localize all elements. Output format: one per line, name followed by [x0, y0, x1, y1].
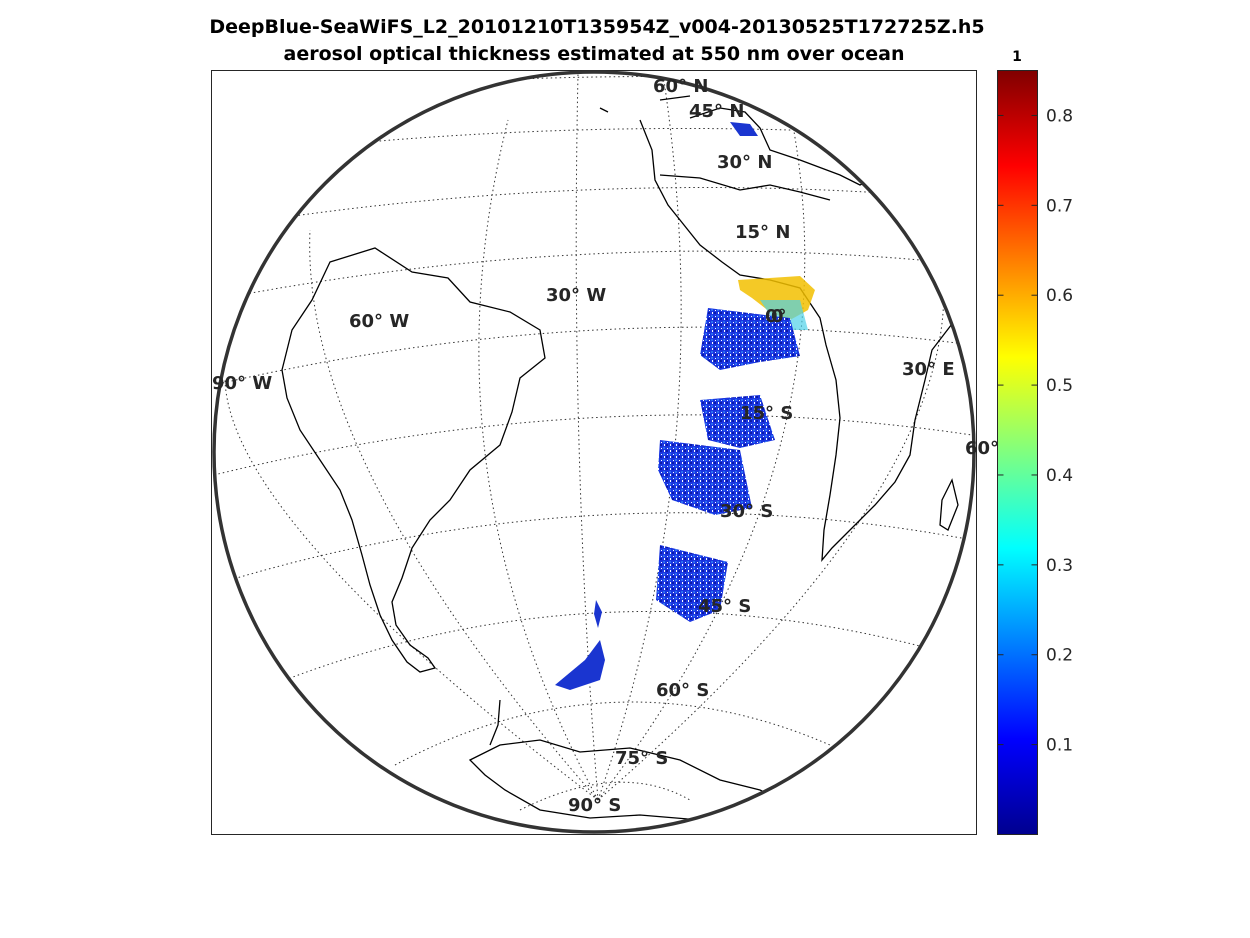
great-britain-outline	[599, 95, 691, 113]
colorbar-tick-label: 0.2	[1046, 646, 1073, 666]
madagascar-outline	[939, 478, 959, 531]
lon-label-0: 0	[771, 306, 784, 327]
colorbar-tick-label: 0.6	[1046, 286, 1073, 306]
antarctic-peninsula	[489, 699, 501, 746]
colorbar-gradient	[997, 70, 1038, 835]
mediterranean-outline	[659, 174, 831, 201]
latitude-labels: 60° N 45° N 30° N 15° N 0° 15° S 30° S 4…	[568, 76, 793, 816]
colorbar-tick-label: 0.3	[1046, 556, 1073, 576]
title-line-1: DeepBlue-SeaWiFS_L2_20101210T135954Z_v00…	[209, 16, 984, 38]
globe-background	[214, 72, 974, 832]
colorbar-tick-label: 0.7	[1046, 196, 1073, 216]
lon-label-30w: 30° W	[546, 285, 606, 306]
swath-mediterranean	[730, 122, 758, 136]
colorbar-tick-label: 0.4	[1046, 466, 1073, 486]
colorbar: 1 0.1 0.2 0.3 0.4 0.5 0.6 0.7 0.8	[997, 49, 1073, 835]
lon-label-60e: 60°	[965, 438, 999, 459]
swath-southern-ocean	[555, 640, 605, 690]
colorbar-tick-label: 0.8	[1046, 106, 1073, 126]
colorbar-unit-label: 1	[1012, 49, 1022, 65]
lat-label-75s: 75° S	[615, 748, 668, 769]
lat-label-45n: 45° N	[689, 101, 744, 122]
lat-label-15n: 15° N	[735, 222, 790, 243]
lat-label-60s: 60° S	[656, 680, 709, 701]
swath-southern-ocean-tip	[594, 600, 602, 628]
lon-label-60w: 60° W	[349, 311, 409, 332]
colorbar-ticks: 0.1 0.2 0.3 0.4 0.5 0.6 0.7 0.8	[997, 106, 1073, 756]
longitude-labels: 90° W 60° W 30° W 0 30° E 60°	[212, 285, 999, 459]
swath-30S	[658, 440, 752, 515]
africa-outline	[639, 119, 974, 562]
lat-label-30n: 30° N	[717, 152, 772, 173]
lat-label-60n: 60° N	[653, 76, 708, 97]
aod-data-swaths	[555, 122, 815, 690]
lat-label-0: 0°	[765, 306, 787, 327]
colorbar-tick-label: 0.5	[1046, 376, 1073, 396]
swath-gulf-of-guinea-cyan	[760, 300, 808, 330]
lat-label-90s: 90° S	[568, 795, 621, 816]
title-line-2: aerosol optical thickness estimated at 5…	[284, 43, 905, 65]
swath-equatorial	[700, 308, 800, 370]
lat-label-45s: 45° S	[698, 596, 751, 617]
north-america-fragment	[214, 72, 381, 119]
south-america-outline	[281, 247, 546, 673]
lon-label-30e: 30° E	[902, 359, 955, 380]
swath-45S	[656, 545, 728, 622]
swath-15S	[700, 395, 775, 448]
colorbar-tick-label: 0.1	[1046, 736, 1073, 756]
globe	[214, 72, 974, 832]
globe-outline	[212, 70, 976, 834]
lon-label-90w: 90° W	[212, 373, 272, 394]
lat-label-30s: 30° S	[720, 501, 773, 522]
lat-label-15s: 15° S	[740, 403, 793, 424]
